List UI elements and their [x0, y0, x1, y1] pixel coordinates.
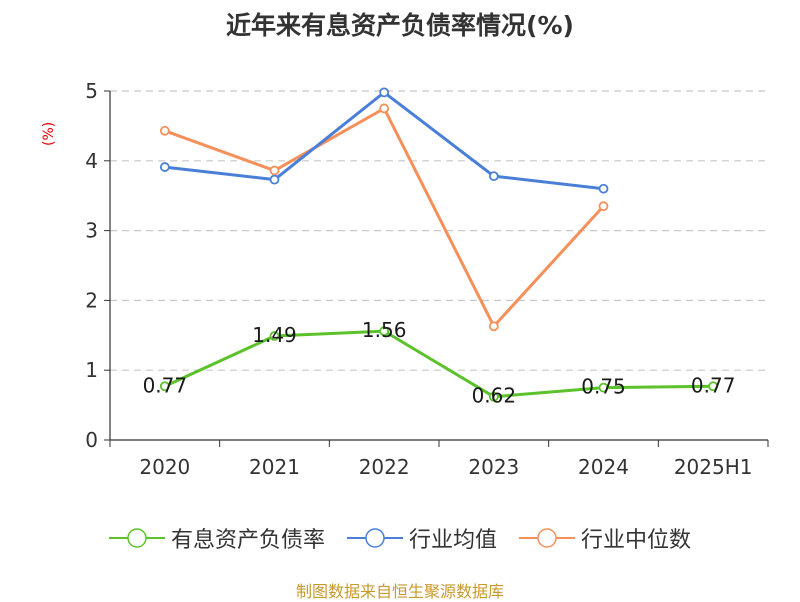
- data-point: [159, 162, 170, 172]
- data-point: [379, 103, 390, 114]
- legend-label: 行业均值: [408, 528, 497, 553]
- x-tick-label: 2021: [249, 455, 300, 479]
- series-line-0: [164, 329, 714, 399]
- data-point: [708, 381, 719, 392]
- legend-label: 有息资产负债率: [170, 528, 325, 553]
- data-label: 0.62: [472, 384, 517, 408]
- chart-title: 近年来有息资产负债率情况(%): [226, 11, 574, 40]
- data-label: 0.75: [581, 375, 626, 399]
- data-label: 1.49: [252, 323, 297, 347]
- data-point: [269, 174, 280, 185]
- data-point: [598, 183, 609, 194]
- x-tick-label: 2020: [139, 455, 190, 479]
- data-point: [269, 165, 280, 176]
- data-label: 0.77: [691, 373, 736, 397]
- legend-line-icon: [519, 528, 575, 548]
- data-point: [159, 381, 170, 392]
- y-tick-label: 5: [85, 79, 98, 103]
- legend-label: 行业中位数: [581, 528, 692, 553]
- x-tick-label: 2022: [359, 455, 410, 479]
- y-tick-label: 4: [85, 149, 98, 173]
- y-tick-label: 3: [85, 219, 98, 243]
- data-point: [379, 87, 390, 98]
- data-labels: 0.77 1.49 1.56 0.62 0.75 0.77: [143, 318, 736, 408]
- data-point: [598, 201, 609, 212]
- legend-line-icon: [108, 528, 165, 548]
- data-point: [488, 321, 499, 332]
- data-point: [598, 382, 609, 393]
- x-tick-label: 2025H1: [674, 455, 753, 479]
- y-tick-label: 2: [85, 288, 98, 312]
- legend-line-icon: [346, 528, 403, 548]
- data-point: [488, 391, 499, 402]
- axes: 0 1 2 3 4 5 2020 2021 2022 2023 2024 2025H1: [85, 79, 769, 479]
- y-tick-label: 1: [85, 358, 98, 382]
- legend-item-series-1[interactable]: 行业均值: [346, 522, 497, 554]
- series-lines: [159, 87, 719, 402]
- data-point: [269, 331, 280, 341]
- y-tick-label: 0: [85, 428, 98, 452]
- data-label: 0.77: [143, 373, 188, 397]
- data-point: [379, 326, 390, 337]
- source-note: 制图数据来自恒生聚源数据库: [295, 582, 504, 601]
- data-point: [159, 125, 170, 136]
- x-tick-label: 2024: [578, 455, 629, 479]
- grid-lines: [110, 90, 768, 371]
- data-label: 1.56: [362, 318, 407, 342]
- legend: 有息资产负债率 行业均值 行业中位数: [0, 520, 800, 556]
- x-tick-label: 2023: [468, 455, 519, 479]
- series-line-2: [164, 106, 605, 328]
- legend-item-series-2[interactable]: 行业中位数: [519, 522, 691, 554]
- data-point: [488, 171, 499, 182]
- legend-item-series-0[interactable]: 有息资产负债率: [108, 522, 325, 554]
